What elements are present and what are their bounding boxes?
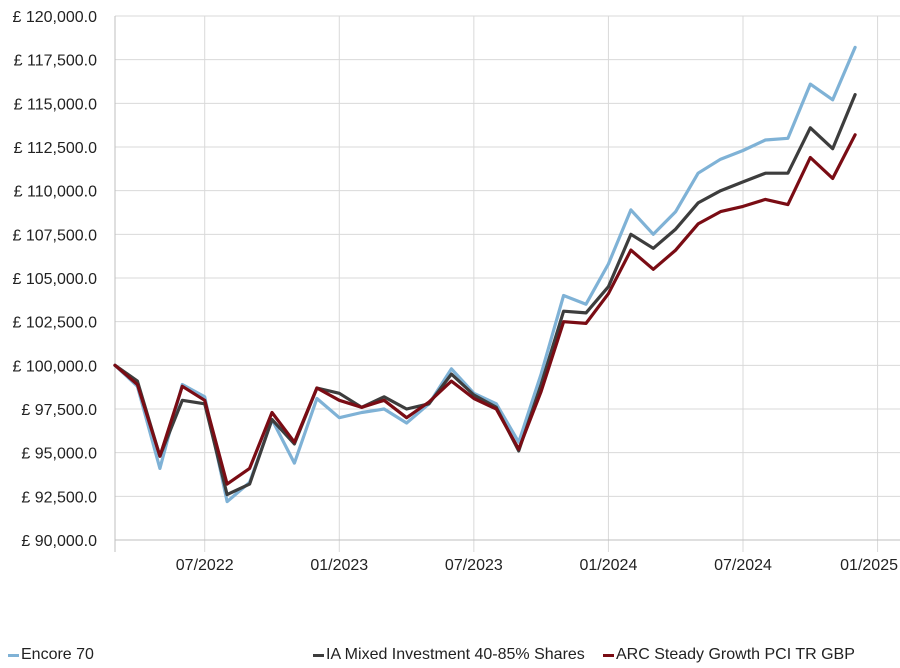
y-tick-label: £ 100,000.0 xyxy=(12,358,97,375)
grid-lines xyxy=(115,15,900,552)
y-tick-label: £ 107,500.0 xyxy=(12,227,97,244)
x-tick-label: 01/2025 xyxy=(840,557,898,574)
y-tick-label: £ 95,000.0 xyxy=(21,446,97,463)
axes xyxy=(114,16,900,552)
series-line-encore-70[interactable] xyxy=(113,45,857,504)
series-line-ia-mixed-investment-40-85-shares[interactable] xyxy=(113,92,857,497)
series-lines xyxy=(113,45,857,504)
y-tick-label: £ 110,000.0 xyxy=(14,184,97,201)
x-tick-label: 07/2022 xyxy=(176,557,234,574)
y-tick-label: £ 112,500.0 xyxy=(14,140,97,157)
legend-label: IA Mixed Investment 40-85% Shares xyxy=(326,646,585,663)
x-tick-label: 07/2023 xyxy=(445,557,503,574)
legend-item-arc-steady-growth[interactable]: ARC Steady Growth PCI TR GBP xyxy=(603,646,855,664)
legend: Encore 70 IA Mixed Investment 40-85% Sha… xyxy=(0,646,900,668)
x-tick-label: 01/2024 xyxy=(580,557,638,574)
tick-labels: £ 90,000.0 £ 92,500.0 £ 95,000.0 £ 97,500.0… xyxy=(12,9,898,574)
legend-label: Encore 70 xyxy=(21,646,94,663)
series-line-arc-steady-growth-pci-tr-gbp[interactable] xyxy=(113,133,857,486)
y-tick-label: £ 92,500.0 xyxy=(21,489,97,506)
y-tick-label: £ 120,000.0 xyxy=(12,9,97,26)
legend-item-ia-mixed[interactable]: IA Mixed Investment 40-85% Shares xyxy=(313,646,585,664)
legend-swatch xyxy=(313,653,324,657)
y-tick-label: £ 90,000.0 xyxy=(21,533,97,550)
x-tick-label: 01/2023 xyxy=(310,557,368,574)
y-tick-label: £ 102,500.0 xyxy=(12,315,97,332)
y-tick-label: £ 117,500.0 xyxy=(14,53,97,70)
legend-label: ARC Steady Growth PCI TR GBP xyxy=(616,646,855,663)
legend-swatch xyxy=(8,653,19,657)
legend-item-encore-70[interactable]: Encore 70 xyxy=(8,646,94,664)
y-tick-label: £ 97,500.0 xyxy=(21,402,97,419)
legend-swatch xyxy=(603,653,614,657)
y-tick-label: £ 115,000.0 xyxy=(14,96,97,113)
x-tick-label: 07/2024 xyxy=(714,557,772,574)
y-tick-label: £ 105,000.0 xyxy=(12,271,97,288)
